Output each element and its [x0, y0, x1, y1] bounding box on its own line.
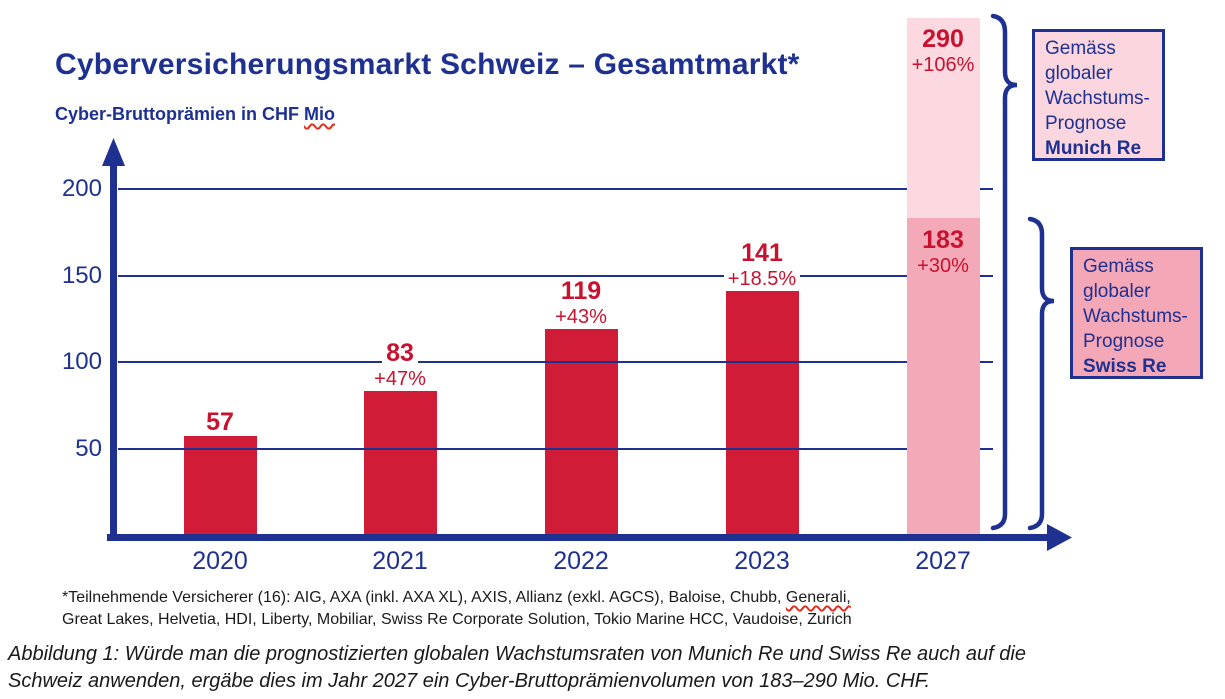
insurer-name: Munich Re — [1045, 138, 1142, 159]
bar-label-group: 183 +30% — [868, 227, 1018, 278]
bar-growth-label: +43% — [551, 305, 611, 329]
caption-line-1: Abbildung 1: Würde man die prognostizier… — [8, 643, 1026, 665]
footnote: *Teilnehmende Versicherer (16): AIG, AXA… — [62, 587, 852, 631]
bar-2020 — [183, 436, 257, 535]
x-category-label: 2027 — [915, 547, 971, 575]
box-line: Wachstums- — [1083, 306, 1188, 327]
bar-growth-label: +18.5% — [723, 267, 801, 291]
bar-2023 — [725, 291, 799, 535]
bar-label-group: 290 +106% — [868, 26, 1018, 77]
bar-value-label: 290 — [922, 25, 964, 53]
box-line: globaler — [1083, 281, 1151, 302]
x-category-label: 2020 — [192, 547, 248, 575]
figure-caption: Abbildung 1: Würde man die prognostizier… — [8, 641, 1026, 695]
axis-unit-label: Cyber-Bruttoprämien in CHF Mio — [55, 104, 335, 125]
box-line: Gemäss — [1083, 256, 1154, 277]
axis-unit-text: Cyber-Bruttoprämien in CHF — [55, 104, 305, 124]
bar-value-label: 83 — [382, 340, 418, 367]
bar-value-label: 119 — [556, 278, 606, 305]
bar-2027-forecast-high — [906, 18, 980, 218]
bar-label-group: 141 +18.5% — [687, 240, 837, 291]
insurer-name: Swiss Re — [1083, 356, 1167, 377]
spellcheck-flagged-word: Mio — [304, 104, 336, 124]
page-title: Cyberversicherungsmarkt Schweiz – Gesamt… — [55, 48, 800, 81]
bar-2021 — [363, 391, 437, 535]
munich-re-forecast-box: Gemäss globaler Wachstums- Prognose Muni… — [1032, 29, 1165, 161]
box-line: Prognose — [1045, 113, 1127, 134]
footnote-line-1: *Teilnehmende Versicherer (16): AIG, AXA… — [62, 587, 852, 609]
y-tick-label: 200 — [61, 175, 102, 202]
swiss-re-forecast-box: Gemäss globaler Wachstums- Prognose Swis… — [1070, 247, 1203, 379]
footnote-line-2: Great Lakes, Helvetia, HDI, Liberty, Mob… — [62, 611, 852, 628]
x-category-label: 2022 — [553, 547, 609, 575]
spellcheck-flagged-word: Generali, — [785, 589, 851, 606]
bar-value-label: 141 — [737, 240, 787, 267]
bar-growth-label: +30% — [917, 255, 969, 277]
box-line: globaler — [1045, 63, 1113, 84]
bar-value-label: 57 — [202, 409, 238, 436]
bar-label-group: 57 — [145, 409, 295, 436]
x-category-label: 2021 — [372, 547, 428, 575]
bar-value-label: 183 — [922, 226, 964, 254]
bar-2022 — [544, 329, 618, 535]
bar-2027-forecast-low — [906, 218, 980, 535]
bar-label-group: 83 +47% — [325, 340, 475, 391]
caption-line-2: Schweiz anwenden, ergäbe dies im Jahr 20… — [8, 670, 931, 692]
gridline — [118, 361, 993, 363]
bar-label-group: 119 +43% — [506, 278, 656, 329]
gridline — [118, 188, 993, 190]
y-tick-label: 150 — [61, 262, 102, 289]
bar-growth-label: +106% — [911, 54, 975, 76]
x-category-label: 2023 — [734, 547, 790, 575]
gridline — [118, 448, 993, 450]
y-tick-label: 100 — [61, 348, 102, 375]
gridline — [118, 275, 993, 277]
bar-growth-label: +47% — [370, 367, 430, 391]
footnote-text: *Teilnehmende Versicherer (16): AIG, AXA… — [62, 589, 786, 606]
box-line: Wachstums- — [1045, 88, 1150, 109]
box-line: Prognose — [1083, 331, 1165, 352]
y-tick-label: 50 — [75, 435, 102, 462]
box-line: Gemäss — [1045, 38, 1116, 59]
